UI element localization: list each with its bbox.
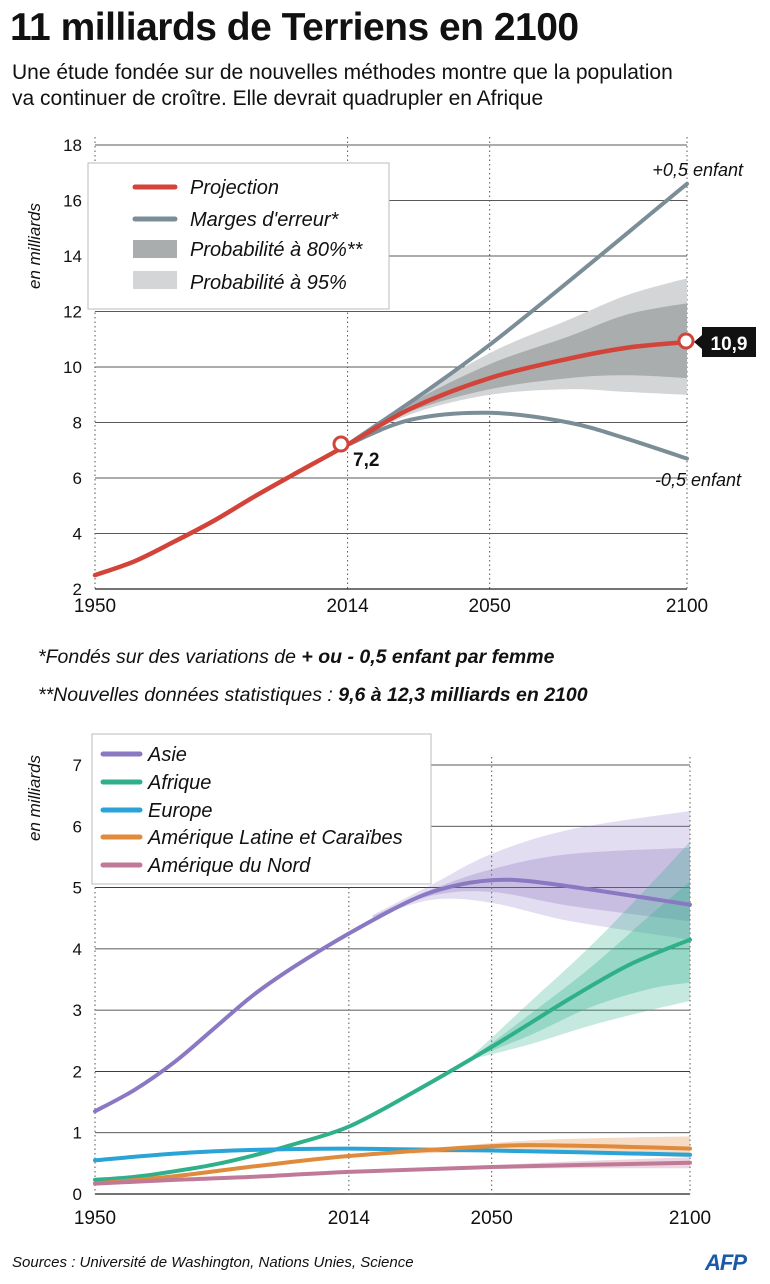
chart2-series-lines xyxy=(93,877,692,1186)
footnote-2: **Nouvelles données statistiques : 9,6 à… xyxy=(38,683,588,707)
series-line-europe xyxy=(93,1146,692,1163)
y-tick-label-12: 12 xyxy=(63,303,82,322)
series-line-asie xyxy=(93,877,692,1114)
footnote-2-bold: 9,6 à 12,3 milliards en 2100 xyxy=(338,684,588,706)
end-value-pointer xyxy=(694,335,702,349)
x-tick-label-2014: 2014 xyxy=(326,596,369,617)
chart1-tick-labels: 2 4 6 8 10 12 14 16 18 1950 2014 2050 2100 xyxy=(63,136,708,617)
footnote-1: *Fondés sur des variations de + ou - 0,5… xyxy=(38,645,554,669)
y-tick-label-18: 18 xyxy=(63,136,82,155)
legend-label-afrique: Afrique xyxy=(147,772,211,794)
legend-label-80: Probabilité à 80%** xyxy=(190,239,364,261)
afp-logo: AFP xyxy=(705,1250,747,1275)
label-2100-value: 10,9 xyxy=(711,334,748,355)
legend-label-95: Probabilité à 95% xyxy=(190,272,347,294)
continent-population-chart: 0 1 2 3 4 5 6 7 1950 2014 2050 2100 en milliards As… xyxy=(25,733,712,1229)
world-population-chart: 2 4 6 8 10 12 14 16 18 1950 2014 2050 2100 en millia… xyxy=(25,136,756,617)
series-line-amerique-latine-et-caraibes xyxy=(93,1143,692,1186)
page-subtitle: Une étude fondée sur de nouvelles méthod… xyxy=(12,60,762,112)
band-afrique-80 xyxy=(471,881,690,1059)
sources-credit: Sources : Université de Washington, Nati… xyxy=(12,1254,414,1271)
band-asie-80 xyxy=(372,847,690,922)
y-tick-label-2: 2 xyxy=(73,580,82,599)
y-tick-label-10: 10 xyxy=(63,358,82,377)
x-tick-label-2100: 2100 xyxy=(669,1208,711,1229)
x-tick-label-1950: 1950 xyxy=(74,1208,116,1229)
legend-label-amlat: Amérique Latine et Caraïbes xyxy=(147,827,403,849)
x-tick-label-1950: 1950 xyxy=(74,596,116,617)
subtitle-line-2: va continuer de croître. Elle devrait qu… xyxy=(12,87,544,110)
x-tick-label-2050: 2050 xyxy=(469,596,511,617)
marker-2100 xyxy=(677,332,695,350)
x-tick-label-2100: 2100 xyxy=(666,596,708,617)
label-minus-half-child: -0,5 enfant xyxy=(655,470,742,490)
y-tick-label-7: 7 xyxy=(73,756,82,775)
legend-label-margins: Marges d'erreur* xyxy=(190,209,340,231)
legend-label-amnord: Amérique du Nord xyxy=(147,855,311,877)
page-title: 11 milliards de Terriens en 2100 xyxy=(10,6,579,49)
y-tick-label-14: 14 xyxy=(63,247,82,266)
band-afrique-95 xyxy=(471,841,690,1060)
chart2-y-axis-label: en milliards xyxy=(25,755,44,841)
y-tick-label-3: 3 xyxy=(73,1001,82,1020)
footnote-1-bold: + ou - 0,5 enfant par femme xyxy=(301,646,555,668)
chart1-legend: Projection Marges d'erreur* Probabilité … xyxy=(87,162,390,310)
chart2-legend-box xyxy=(91,733,432,885)
y-tick-label-5: 5 xyxy=(73,879,82,898)
y-tick-label-8: 8 xyxy=(73,414,82,433)
footnote-1-text: *Fondés sur des variations de xyxy=(38,646,302,668)
end-value-box xyxy=(702,327,756,357)
label-plus-half-child: +0,5 enfant xyxy=(652,160,744,180)
y-tick-label-4: 4 xyxy=(73,940,82,959)
y-tick-label-6: 6 xyxy=(73,469,82,488)
footnote-2-text: **Nouvelles données statistiques : xyxy=(38,684,339,706)
chart1-probability-bands xyxy=(347,278,687,445)
series-line-amerique-du-nord xyxy=(93,1160,692,1186)
series-line-0-5-enfant xyxy=(345,181,689,447)
legend-label-asie: Asie xyxy=(147,744,187,766)
y-tick-label-1: 1 xyxy=(73,1124,82,1143)
series-line-0-5-enfant xyxy=(345,410,689,461)
marker-2014 xyxy=(332,435,350,453)
series-line-afrique xyxy=(93,937,692,1182)
y-tick-label-6: 6 xyxy=(73,817,82,836)
y-tick-label-2: 2 xyxy=(73,1062,82,1081)
y-tick-label-0: 0 xyxy=(73,1185,82,1204)
legend-label-europe: Europe xyxy=(148,800,213,822)
legend-swatch-80 xyxy=(133,240,177,258)
label-2014-value: 7,2 xyxy=(353,450,379,471)
y-tick-label-16: 16 xyxy=(63,192,82,211)
legend-swatch-95 xyxy=(133,271,177,289)
x-tick-label-2014: 2014 xyxy=(328,1208,371,1229)
y-tick-label-4: 4 xyxy=(73,525,82,544)
subtitle-line-1: Une étude fondée sur de nouvelles méthod… xyxy=(12,61,673,84)
chart2-tick-labels: 0 1 2 3 4 5 6 7 1950 2014 2050 2100 xyxy=(73,756,712,1229)
legend-label-projection: Projection xyxy=(190,177,279,199)
chart2-legend: Asie Afrique Europe Amérique Latine et C… xyxy=(91,733,432,885)
band-probabilite-a-80 xyxy=(347,303,687,445)
chart1-y-axis-label: en milliards xyxy=(25,203,44,289)
band-asie-95 xyxy=(372,811,690,940)
x-tick-label-2050: 2050 xyxy=(471,1208,513,1229)
